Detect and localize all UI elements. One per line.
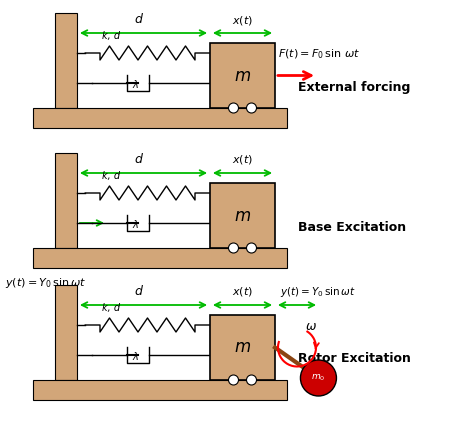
Text: k, d: k, d bbox=[102, 171, 120, 181]
Circle shape bbox=[246, 243, 256, 253]
Text: Rotor Excitation: Rotor Excitation bbox=[298, 352, 411, 366]
Circle shape bbox=[228, 103, 238, 113]
Text: m: m bbox=[234, 207, 251, 224]
Bar bbox=[210, 43, 275, 108]
Text: k, d: k, d bbox=[102, 31, 120, 41]
Bar bbox=[210, 183, 275, 248]
Text: $x(t)$: $x(t)$ bbox=[232, 153, 253, 167]
Circle shape bbox=[246, 375, 256, 385]
Text: $F(t)=F_0\,\sin\,\omega t$: $F(t)=F_0\,\sin\,\omega t$ bbox=[278, 48, 360, 61]
Text: $y(t)=Y_0\,\sin\omega t$: $y(t)=Y_0\,\sin\omega t$ bbox=[5, 276, 86, 290]
Bar bbox=[33, 248, 287, 268]
Text: m: m bbox=[234, 338, 251, 357]
Circle shape bbox=[228, 243, 238, 253]
Text: $m_0$: $m_0$ bbox=[311, 373, 326, 383]
Text: $y(t)=Y_0\,\sin\omega t$: $y(t)=Y_0\,\sin\omega t$ bbox=[280, 285, 356, 299]
Bar bbox=[33, 108, 287, 128]
Text: $\omega$: $\omega$ bbox=[305, 320, 317, 332]
Circle shape bbox=[301, 360, 337, 396]
Bar bbox=[55, 13, 77, 108]
Bar bbox=[55, 153, 77, 248]
Bar bbox=[33, 380, 287, 400]
Text: $\lambda$: $\lambda$ bbox=[132, 78, 139, 90]
Text: m: m bbox=[234, 66, 251, 85]
Text: k, d: k, d bbox=[102, 303, 120, 313]
Circle shape bbox=[228, 375, 238, 385]
Text: $\lambda$: $\lambda$ bbox=[132, 218, 139, 230]
Text: $d$: $d$ bbox=[134, 284, 144, 298]
Text: $\lambda$: $\lambda$ bbox=[132, 350, 139, 362]
Bar bbox=[210, 315, 275, 380]
Text: $x(t)$: $x(t)$ bbox=[232, 14, 253, 26]
Text: $d$: $d$ bbox=[134, 152, 144, 166]
Circle shape bbox=[246, 103, 256, 113]
Text: $x(t)$: $x(t)$ bbox=[232, 286, 253, 298]
Bar bbox=[55, 285, 77, 380]
Text: External forcing: External forcing bbox=[298, 80, 410, 94]
Text: $d$: $d$ bbox=[134, 12, 144, 26]
Text: Base Excitation: Base Excitation bbox=[298, 221, 406, 233]
